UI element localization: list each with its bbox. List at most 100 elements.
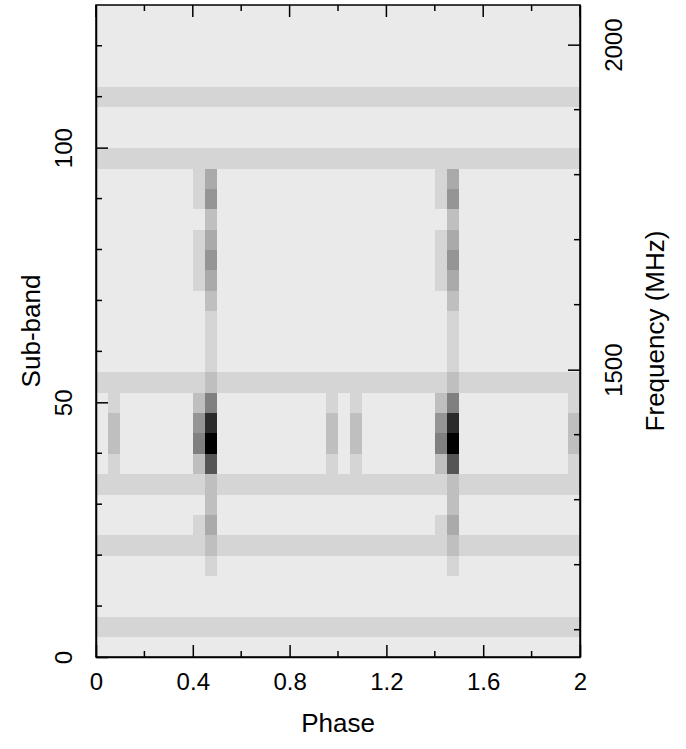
heatmap-cell [471,535,484,556]
heatmap-cell [241,250,254,271]
heatmap-cell [411,637,424,657]
heatmap-cell [386,433,399,454]
heatmap-cell [326,209,339,230]
heatmap-cell [314,372,327,393]
heatmap-cell [423,25,436,46]
heatmap-cell [459,351,472,372]
tick: 1.6 [467,645,500,695]
heatmap-cell [132,87,145,108]
heatmap-cell [350,433,363,454]
heatmap-cell [181,229,194,250]
heatmap-cell [532,494,545,515]
heatmap-cell [495,433,508,454]
y-minor-tick [96,96,102,98]
heatmap-cell [507,535,520,556]
heatmap-cell [193,351,206,372]
heatmap-cell [435,596,448,617]
heatmap-cell [132,290,145,311]
heatmap-cell [290,148,303,169]
x-tick-label: 2 [574,668,587,695]
heatmap-cell [265,127,278,148]
heatmap-cell [556,229,569,250]
heatmap-cell [120,290,133,311]
heatmap-cell [447,148,460,169]
heatmap-cell [507,311,520,332]
heatmap-cell [181,514,194,535]
heatmap-cell [302,87,315,108]
heatmap-cell [447,209,460,230]
heatmap-cell [447,576,460,597]
heatmap-cell [435,514,448,535]
heatmap-cell [157,5,170,26]
heatmap-cell [435,270,448,291]
heatmap-cell [181,474,194,495]
heatmap-cell [483,474,496,495]
heatmap-cell [423,351,436,372]
heatmap-cell [459,413,472,434]
heatmap-cell [520,209,533,230]
heatmap-cell [568,392,580,413]
heatmap-cell [507,290,520,311]
heatmap-cell [362,596,375,617]
heatmap-cell [507,331,520,352]
heatmap-cell [495,576,508,597]
heatmap-cell [144,66,157,87]
heatmap-cell [495,351,508,372]
heatmap-cell [483,637,496,657]
heatmap-cell [120,576,133,597]
heatmap-cell [362,127,375,148]
heatmap-cell [278,25,291,46]
heatmap-cell [556,311,569,332]
heatmap-cell [386,311,399,332]
heatmap-cell [157,107,170,128]
heatmap-cell [447,494,460,515]
heatmap-cell [302,168,315,189]
heatmap-cell [302,514,315,535]
heatmap-cell [193,596,206,617]
heatmap-cell [120,87,133,108]
heatmap-cell [290,392,303,413]
heatmap-cell [157,555,170,576]
heatmap-cell [568,148,580,169]
heatmap-cell [568,107,580,128]
heatmap-cell [411,576,424,597]
heatmap-cell [520,616,533,637]
heatmap-cell [399,494,412,515]
heatmap-cell [229,453,242,474]
x-top-tick-mark [579,5,581,17]
heatmap-cell [96,637,109,657]
heatmap-cell [157,168,170,189]
heatmap-cell [374,413,387,434]
heatmap-cell [314,87,327,108]
heatmap-cell [495,270,508,291]
heatmap-cell [459,392,472,413]
heatmap-cell [193,494,206,515]
heatmap-cell [144,229,157,250]
heatmap-cell [520,311,533,332]
x-minor-tick [434,651,436,657]
heatmap-cell [278,555,291,576]
heatmap-cell [411,392,424,413]
heatmap-cell [374,555,387,576]
heatmap-cell [495,616,508,637]
heatmap-cell [314,250,327,271]
heatmap-cell [144,616,157,637]
heatmap-cell [96,474,109,495]
heatmap-cell [495,555,508,576]
heatmap-cell [399,596,412,617]
heatmap-cell [241,311,254,332]
heatmap-cell [520,474,533,495]
heatmap-cell [471,229,484,250]
heatmap-cell [193,148,206,169]
heatmap-cell [471,290,484,311]
heatmap-cell [302,351,315,372]
heatmap-cell [447,596,460,617]
heatmap-cell [326,392,339,413]
heatmap-cell [193,413,206,434]
heatmap-cell [144,5,157,26]
y2-minor-tick [574,239,580,241]
heatmap-cell [483,107,496,128]
heatmap-cell [423,392,436,413]
heatmap-cell [532,25,545,46]
heatmap-cell [556,372,569,393]
